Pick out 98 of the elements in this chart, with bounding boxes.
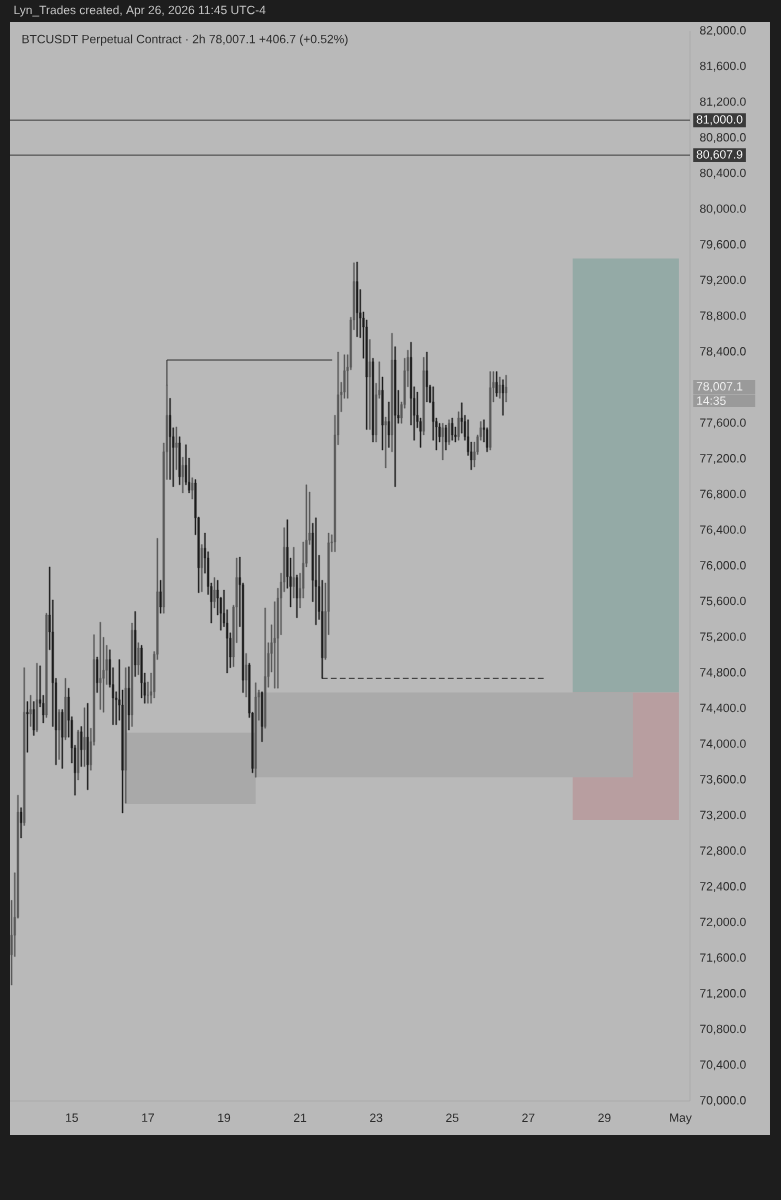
candlestick (501, 379, 505, 416)
text: Lyn_Trades created, Apr 26, 2026 11:45 UTC-4 (14, 5, 266, 17)
candlestick (451, 417, 454, 441)
candlestick (314, 517, 317, 626)
candlestick (124, 667, 127, 804)
y-tick-label: 74,800.0 (700, 668, 746, 678)
candlestick (61, 709, 64, 769)
candlestick (292, 547, 295, 599)
candlestick (498, 376, 501, 399)
y-tick-label: 70,400.0 (700, 1060, 746, 1071)
y-tick-label: 81,600.0 (700, 61, 746, 72)
candlestick (505, 375, 508, 403)
candlestick (441, 423, 444, 461)
candlestick (394, 346, 397, 487)
candlestick (260, 691, 264, 742)
y-tick-label: 72,000.0 (700, 917, 746, 928)
y-tick-label: 72,400.0 (700, 882, 746, 892)
y-tick-label: 80,400.0 (700, 168, 746, 179)
candlestick (80, 726, 83, 767)
candlestick (387, 401, 390, 448)
candlestick (99, 621, 102, 710)
chart-title: BTCUSDT Perpetual Contract · 2h 78,007.1 +406.7 (+0.52%) (22, 34, 348, 46)
y-tick-label: 70,000.0 (700, 1096, 746, 1106)
x-tick-label: 27 (522, 1113, 535, 1122)
candlestick (20, 807, 23, 839)
y-tick-label: 78,800.0 (700, 311, 746, 322)
y-tick-label: 73,200.0 (700, 810, 746, 821)
candlestick (134, 611, 137, 677)
y-tick-label: 74,400.0 (700, 703, 746, 714)
x-tick-label: 29 (598, 1113, 611, 1123)
x-tick-label: 19 (218, 1113, 231, 1123)
candlestick (58, 709, 61, 760)
candlestick (213, 577, 216, 609)
y-tick-label: 78,400.0 (700, 347, 746, 357)
candlestick (77, 729, 80, 781)
y-tick-label: 80,800.0 (700, 133, 746, 143)
x-tick-label: 23 (370, 1113, 383, 1123)
candlestick (495, 371, 498, 397)
candlestick (371, 358, 375, 443)
y-tick-label: 77,600.0 (700, 418, 746, 429)
candlestick (32, 701, 35, 736)
ref-line-label: 81,000.0 (696, 115, 743, 126)
y-tick-label: 76,000.0 (700, 561, 746, 571)
candlestick (245, 653, 248, 698)
candlestick (29, 695, 32, 727)
candlestick (137, 642, 140, 675)
candlestick (390, 333, 394, 453)
x-tick-label: 25 (446, 1113, 459, 1123)
candlestick (200, 544, 203, 593)
ref-line-label: 80,607.9 (696, 150, 743, 161)
candlestick (83, 707, 86, 767)
candlestick (159, 580, 162, 614)
candlestick (356, 261, 359, 338)
candlestick (295, 574, 298, 618)
x-tick-label: 17 (142, 1113, 154, 1122)
candlestick (447, 419, 451, 445)
candlestick (175, 426, 178, 470)
candlestick (96, 656, 99, 693)
candlestick (444, 424, 447, 451)
y-tick-label: 71,600.0 (700, 953, 746, 964)
candlestick (489, 371, 492, 451)
y-tick-label: 76,800.0 (700, 489, 746, 500)
candlestick (127, 666, 130, 731)
candlestick (181, 457, 184, 494)
x-tick-label: 15 (66, 1113, 78, 1122)
x-tick-label: 21 (293, 1113, 307, 1122)
candlestick (368, 339, 371, 430)
y-tick-label: 75,600.0 (700, 596, 746, 607)
candlestick (64, 678, 67, 741)
candlestick (26, 701, 29, 753)
candlestick (422, 357, 425, 436)
text: 78,007.1 (696, 382, 743, 392)
y-tick-label: 79,600.0 (700, 240, 746, 250)
candlestick (254, 682, 257, 778)
y-tick-label: 76,400.0 (700, 525, 746, 536)
y-tick-label: 82,000.0 (700, 26, 746, 36)
candlestick (381, 376, 384, 451)
candlestick (86, 703, 89, 790)
y-tick-label: 81,200.0 (700, 97, 746, 108)
candlestick (264, 607, 267, 729)
y-tick-label: 74,000.0 (700, 739, 746, 750)
candlestick (35, 663, 39, 733)
y-tick-label: 79,200.0 (700, 275, 746, 286)
candlestick (191, 477, 194, 500)
y-tick-label: 72,800.0 (700, 846, 746, 857)
y-tick-label: 70,800.0 (700, 1024, 746, 1035)
x-tick-label: May (670, 1113, 692, 1125)
candlestick (425, 351, 428, 403)
candlestick (384, 416, 387, 469)
candlestick (457, 411, 460, 441)
y-tick-label: 75,200.0 (700, 632, 746, 643)
y-tick-label: 71,200.0 (700, 989, 746, 999)
y-tick-label: 73,600.0 (700, 775, 746, 785)
candlestick (178, 436, 181, 486)
text: 14:35 (697, 396, 726, 405)
y-tick-label: 77,200.0 (700, 454, 746, 464)
candlestick (23, 667, 26, 826)
y-tick-label: 80,000.0 (700, 204, 746, 215)
